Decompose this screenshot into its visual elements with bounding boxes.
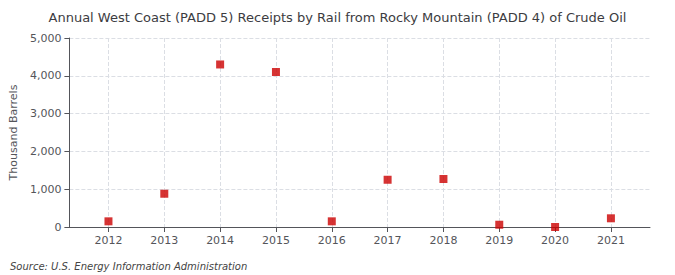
svg-text:0: 0: [54, 221, 61, 234]
svg-text:1,000: 1,000: [30, 183, 62, 196]
svg-text:2021: 2021: [597, 234, 625, 247]
svg-text:2012: 2012: [94, 234, 122, 247]
svg-text:2014: 2014: [206, 234, 234, 247]
svg-text:2015: 2015: [262, 234, 290, 247]
svg-text:Annual West Coast (PADD 5) Rec: Annual West Coast (PADD 5) Receipts by R…: [49, 10, 627, 25]
svg-text:4,000: 4,000: [30, 69, 62, 82]
svg-text:3,000: 3,000: [30, 107, 62, 120]
svg-text:5,000: 5,000: [30, 32, 62, 45]
svg-text:2017: 2017: [374, 234, 402, 247]
svg-text:2,000: 2,000: [30, 145, 62, 158]
svg-text:2019: 2019: [485, 234, 513, 247]
svg-text:2018: 2018: [429, 234, 457, 247]
svg-text:2016: 2016: [318, 234, 346, 247]
svg-text:Thousand Barrels: Thousand Barrels: [7, 84, 20, 181]
svg-text:2020: 2020: [541, 234, 569, 247]
svg-text:2013: 2013: [150, 234, 178, 247]
svg-text:Source: U.S. Energy Informatio: Source: U.S. Energy Information Administ…: [10, 261, 247, 272]
